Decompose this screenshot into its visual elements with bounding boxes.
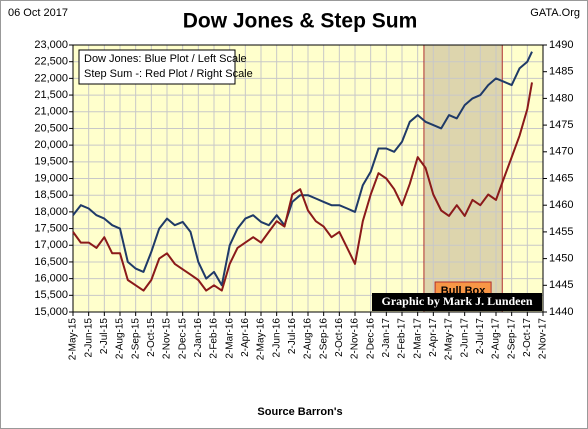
y2-tick-label: 1450 [549, 253, 573, 265]
x-tick-label: 2-Jul-15 [99, 318, 110, 355]
y2-tick-label: 1475 [549, 119, 573, 131]
y-tick-label: 23,000 [34, 39, 68, 51]
y-tick-label: 16,000 [34, 273, 68, 285]
y-tick-label: 18,500 [34, 189, 68, 201]
x-tick-label: 2-Oct-17 [522, 318, 533, 357]
x-tick-label: 2-Nov-15 [162, 318, 173, 360]
x-tick-label: 2-Aug-16 [303, 318, 314, 360]
y2-tick-label: 1490 [549, 39, 573, 51]
x-tick-label: 2-Feb-17 [397, 318, 408, 359]
y-tick-label: 19,000 [34, 172, 68, 184]
x-tick-label: 2-Dec-16 [365, 318, 376, 360]
credit-bg [372, 293, 542, 311]
y-tick-label: 15,500 [34, 289, 68, 301]
x-tick-label: 2-Oct-15 [146, 318, 157, 357]
series-line [72, 82, 533, 292]
x-tick-label: 2-May-15 [68, 318, 79, 361]
y-tick-label: 21,000 [34, 106, 68, 118]
x-tick-label: 2-Aug-17 [491, 318, 502, 360]
y-tick-label: 18,000 [34, 206, 68, 218]
y-tick-label: 19,500 [34, 156, 68, 168]
x-tick-label: 2-Mar-16 [224, 318, 235, 359]
x-tick-label: 2-Oct-16 [334, 318, 345, 357]
y2-tick-label: 1485 [549, 66, 573, 78]
x-tick-label: 2-Apr-16 [240, 318, 251, 357]
y-tick-label: 15,000 [34, 306, 68, 318]
x-tick-label: 2-Jul-16 [287, 318, 298, 355]
x-tick-label: 2-Nov-16 [350, 318, 361, 360]
x-tick-label: 2-Jun-16 [271, 318, 282, 358]
x-tick-label: 2-Nov-17 [538, 318, 549, 360]
y2-tick-label: 1470 [549, 146, 573, 158]
legend-text: Dow Jones: Blue Plot / Left Scale [84, 53, 247, 65]
x-tick-label: 2-Sep-17 [506, 318, 517, 360]
x-tick-label: 2-Dec-15 [177, 318, 188, 360]
x-tick-label: 2-Jul-17 [475, 318, 486, 355]
x-tick-label: 2-May-16 [256, 318, 267, 361]
y2-tick-label: 1440 [549, 306, 573, 318]
legend-text: Step Sum -: Red Plot / Right Scale [84, 68, 253, 80]
y-tick-label: 21,500 [34, 89, 68, 101]
y-tick-label: 16,500 [34, 256, 68, 268]
y-tick-label: 20,000 [34, 139, 68, 151]
credit: Graphic by Mark J. Lundeen [381, 294, 532, 308]
y2-tick-label: 1445 [549, 279, 573, 291]
y2-tick-label: 1460 [549, 199, 573, 211]
y-tick-label: 17,000 [34, 239, 68, 251]
date-label: 06 Oct 2017 [8, 7, 68, 19]
x-tick-label: 2-Aug-15 [115, 318, 126, 360]
x-tick-label: 2-Apr-17 [428, 318, 439, 357]
legend-box [78, 49, 236, 85]
y2-tick-label: 1480 [549, 92, 573, 104]
y-tick-label: 17,500 [34, 222, 68, 234]
y-tick-label: 20,500 [34, 122, 68, 134]
x-tick-label: 2-Sep-16 [318, 318, 329, 360]
x-tick-label: 2-Jun-17 [459, 318, 470, 358]
x-tick-label: 2-Feb-16 [209, 318, 220, 359]
y2-tick-label: 1455 [549, 226, 573, 238]
x-tick-label: 2-Jun-15 [83, 318, 94, 358]
x-tick-label: 2-Mar-17 [412, 318, 423, 359]
x-tick-label: 2-May-17 [444, 318, 455, 361]
x-axis-label: Source Barron's [257, 406, 342, 418]
site-label: GATA.Org [530, 7, 580, 19]
series-line [72, 51, 533, 287]
x-tick-label: 2-Jan-16 [193, 318, 204, 358]
y-tick-label: 22,500 [34, 56, 68, 68]
y2-tick-label: 1465 [549, 172, 573, 184]
x-tick-label: 2-Jan-17 [381, 318, 392, 358]
y-tick-label: 22,000 [34, 72, 68, 84]
chart-title: Dow Jones & Step Sum [183, 10, 418, 33]
x-tick-label: 2-Sep-15 [130, 318, 141, 360]
